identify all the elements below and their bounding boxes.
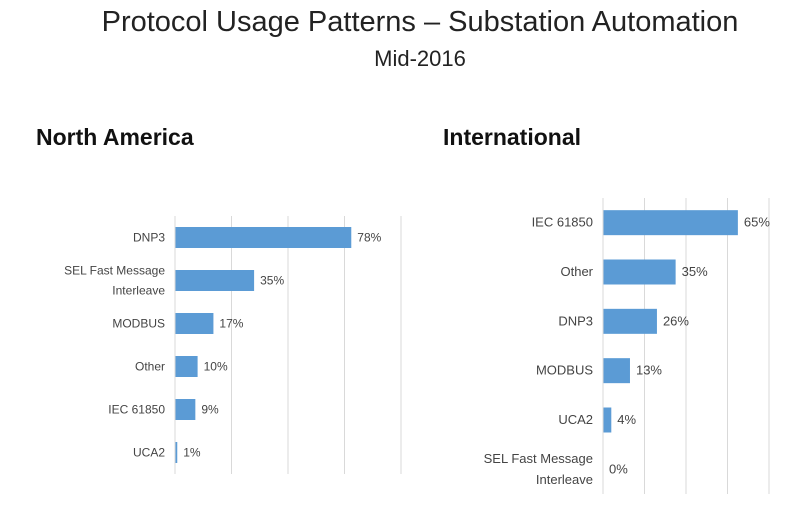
data-label-uca2: 1% — [183, 446, 201, 460]
category-label-uca2: UCA2 — [558, 412, 593, 427]
data-label-dnp3: 26% — [663, 313, 689, 328]
bar-other — [175, 356, 198, 377]
data-label-iec-61850: 65% — [744, 215, 770, 230]
bar-dnp3 — [175, 227, 352, 248]
data-label-sel-fast-message-interleave: 35% — [260, 274, 284, 288]
bar-iec-61850 — [603, 210, 738, 236]
international-heading: International — [443, 124, 582, 150]
data-label-modbus: 17% — [219, 317, 243, 331]
bar-dnp3 — [603, 308, 657, 334]
category-label-other: Other — [560, 264, 593, 279]
bar-iec-61850 — [175, 399, 196, 420]
category-label-sel-fast-message-interleave: SEL Fast Message Interleave — [484, 451, 593, 487]
category-label-iec-61850: IEC 61850 — [532, 215, 593, 230]
north-america-heading: North America — [36, 124, 194, 150]
chart-title: Protocol Usage Patterns – Substation Aut… — [101, 6, 739, 38]
category-label-modbus: MODBUS — [536, 363, 593, 378]
chart-subtitle: Mid-2016 — [374, 46, 466, 71]
data-label-iec-61850: 9% — [201, 403, 219, 417]
data-label-uca2: 4% — [617, 412, 636, 427]
category-label-modbus: MODBUS — [112, 317, 165, 331]
data-label-sel-fast-message-interleave: 0% — [609, 461, 628, 476]
bar-sel-fast-message-interleave — [175, 270, 255, 291]
bar-modbus — [603, 358, 630, 384]
bar-modbus — [175, 313, 214, 334]
data-label-modbus: 13% — [636, 363, 662, 378]
bar-uca2 — [603, 407, 612, 433]
category-label-iec-61850: IEC 61850 — [108, 403, 165, 417]
category-label-sel-fast-message-interleave: SEL Fast Message Interleave — [64, 264, 165, 298]
data-label-other: 10% — [204, 360, 228, 374]
bar-other — [603, 259, 676, 285]
category-label-dnp3: DNP3 — [133, 231, 165, 245]
category-label-other: Other — [135, 360, 165, 374]
bar-uca2 — [175, 442, 178, 463]
category-label-uca2: UCA2 — [133, 446, 165, 460]
data-label-dnp3: 78% — [357, 231, 381, 245]
category-label-dnp3: DNP3 — [558, 313, 593, 328]
data-label-other: 35% — [682, 264, 708, 279]
